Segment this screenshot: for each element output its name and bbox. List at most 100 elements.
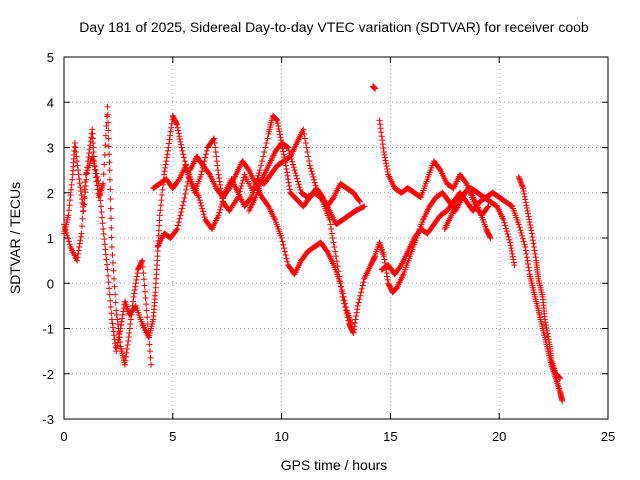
data-point <box>80 201 87 208</box>
data-point <box>261 149 268 156</box>
data-point <box>284 172 291 179</box>
data-point <box>524 207 531 214</box>
data-point <box>380 253 387 260</box>
axis-ticks <box>63 56 609 420</box>
data-point <box>173 120 180 127</box>
data-point <box>133 276 140 283</box>
data-point <box>143 301 150 308</box>
data-point <box>116 331 123 338</box>
data-point <box>64 232 71 239</box>
data-point <box>165 144 172 151</box>
data-point <box>198 168 205 175</box>
data-point <box>202 154 209 161</box>
data-point <box>511 262 518 269</box>
data-point <box>485 203 492 210</box>
data-point <box>180 198 187 205</box>
data-point <box>301 130 308 137</box>
data-point <box>77 188 84 195</box>
data-point <box>77 184 84 191</box>
data-point <box>238 182 245 189</box>
x-tick-labels: 0 5 10 15 20 25 <box>60 429 615 444</box>
data-point <box>72 144 79 151</box>
y-tick-labels: -3 -2 -1 0 1 2 3 4 5 <box>42 50 54 427</box>
data-point <box>142 294 149 301</box>
data-point <box>275 125 282 132</box>
data-point <box>133 273 140 280</box>
data-point <box>274 117 281 124</box>
data-point <box>117 325 124 332</box>
data-point <box>67 192 74 199</box>
data-point <box>100 225 107 232</box>
data-point <box>108 244 115 251</box>
data-point <box>532 250 539 257</box>
data-point <box>80 208 87 215</box>
data-point <box>93 170 100 177</box>
data-point <box>303 144 310 151</box>
data-point <box>256 169 263 176</box>
data-point <box>76 240 83 247</box>
data-point <box>176 136 183 143</box>
data-point <box>108 234 115 241</box>
data-point <box>523 202 530 209</box>
data-point <box>283 165 290 172</box>
data-point <box>132 280 139 287</box>
y-tick-label: 0 <box>47 276 54 291</box>
x-axis-label: GPS time / hours <box>281 457 388 473</box>
data-point <box>279 145 286 152</box>
data-point <box>353 313 360 320</box>
data-point <box>161 168 168 175</box>
data-point <box>217 181 224 188</box>
data-point <box>177 138 184 145</box>
data-point <box>378 133 385 140</box>
data-point <box>161 171 168 178</box>
data-point <box>330 239 337 246</box>
data-point <box>163 154 170 161</box>
data-point <box>517 227 524 234</box>
data-point <box>114 342 121 349</box>
data-point <box>201 214 208 221</box>
data-point <box>131 290 138 297</box>
data-point <box>101 151 108 158</box>
data-point <box>337 280 344 287</box>
y-axis-label: SDTVAR / TECUs <box>7 182 23 294</box>
data-point <box>140 276 147 283</box>
data-point <box>75 167 82 174</box>
data-point <box>130 298 137 305</box>
data-point <box>509 253 516 260</box>
data-point <box>105 127 112 134</box>
data-point <box>377 121 384 128</box>
data-point <box>527 224 534 231</box>
data-point <box>108 215 115 222</box>
data-point <box>174 121 181 128</box>
data-point <box>484 204 491 211</box>
data-point <box>174 225 181 232</box>
data-point <box>95 177 101 184</box>
data-point <box>276 128 283 135</box>
data-point <box>88 130 95 137</box>
x-tick-label: 0 <box>60 429 67 444</box>
data-point <box>339 290 346 297</box>
data-point <box>184 179 191 186</box>
x-tick-label: 10 <box>274 429 288 444</box>
data-point <box>102 142 109 149</box>
data-point <box>78 230 85 237</box>
series-track-5 <box>245 139 363 214</box>
data-point <box>210 136 217 143</box>
data-point <box>175 127 182 134</box>
data-point <box>203 147 210 154</box>
data-point <box>328 225 335 232</box>
data-point <box>74 257 81 264</box>
data-point <box>556 374 563 381</box>
data-point <box>247 195 254 202</box>
data-point <box>380 149 387 156</box>
data-point <box>180 154 187 161</box>
data-point <box>326 216 333 223</box>
data-point <box>71 139 78 146</box>
data-point <box>384 276 391 283</box>
data-point <box>111 332 118 339</box>
data-point <box>217 206 224 213</box>
data-point <box>531 247 538 254</box>
data-point <box>356 296 363 303</box>
data-point <box>107 297 114 304</box>
data-point <box>542 322 549 329</box>
